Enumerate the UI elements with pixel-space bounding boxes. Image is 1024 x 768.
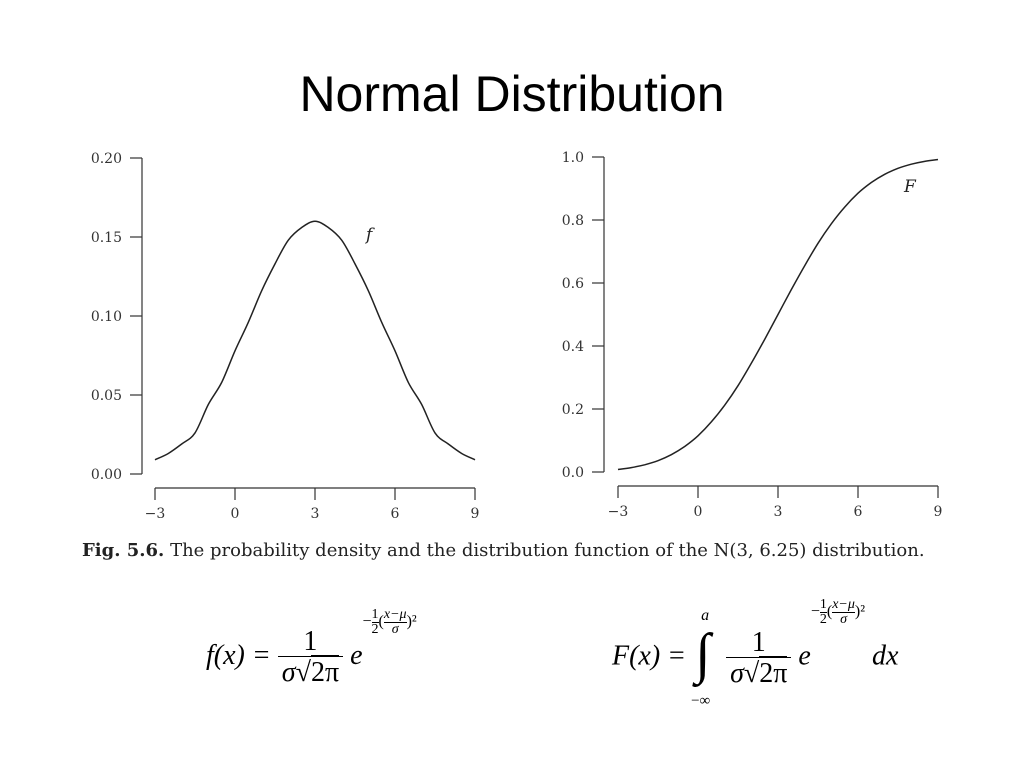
y-tick-label: 0.0 bbox=[562, 465, 584, 481]
pdf-lhs: f(x) = bbox=[206, 639, 271, 671]
series-line-f bbox=[154, 220, 476, 461]
y-tick-label: 0.15 bbox=[91, 230, 122, 246]
x-tick-label: −3 bbox=[145, 506, 166, 522]
integral-sign: a ∫ −∞ bbox=[691, 607, 711, 709]
x-tick-label: 3 bbox=[311, 506, 320, 522]
y-tick-label: 1.0 bbox=[562, 150, 584, 166]
curve-label: F bbox=[903, 177, 917, 197]
pdf-numerator: 1 bbox=[303, 626, 318, 657]
x-tick-label: 3 bbox=[774, 504, 783, 520]
cdf-chart: 0.0 0.2 0.4 0.6 0.8 1.0 −3 0 3 6 9 F bbox=[562, 150, 943, 520]
pdf-chart: 0.00 0.05 0.10 0.15 0.20 −3 0 3 6 9 f bbox=[91, 151, 480, 522]
y-tick-label: 0.05 bbox=[91, 388, 122, 404]
cdf-exponent: −1 2(x−μ σ)² bbox=[810, 597, 866, 627]
x-tick-label: 6 bbox=[854, 504, 863, 520]
caption-fig-label: Fig. 5.6. bbox=[82, 540, 165, 561]
y-tick-label: 0.00 bbox=[91, 467, 122, 483]
cdf-numerator: 1 bbox=[751, 626, 766, 658]
cdf-base-e: e bbox=[798, 640, 811, 672]
curve-label: f bbox=[364, 225, 375, 245]
cdf-denominator: σ√2π bbox=[726, 655, 792, 689]
cdf-dx: dx bbox=[872, 640, 899, 672]
pdf-formula: f(x) = 1 σ√2π e− 1 2(x−μ σ)² bbox=[206, 608, 417, 688]
y-tick-label: 0.4 bbox=[562, 339, 584, 355]
cdf-fraction: 1 σ√2π bbox=[726, 626, 792, 689]
x-tick-label: 9 bbox=[934, 504, 943, 520]
cdf-formula: F(x) = a ∫ −∞ 1 σ√2π e − 1 2(x−μ σ)² dx bbox=[612, 598, 899, 709]
caption-text: The probability density and the distribu… bbox=[170, 540, 925, 561]
charts-canvas: 0.00 0.05 0.10 0.15 0.20 −3 0 3 6 9 f 0.0 0.2 0.4 0.6… bbox=[91, 150, 943, 522]
x-tick-label: 6 bbox=[391, 506, 400, 522]
y-tick-label: 0.6 bbox=[562, 276, 584, 292]
pdf-fraction: 1 σ√2π bbox=[277, 626, 344, 688]
x-tick-label: −3 bbox=[608, 504, 629, 520]
pdf-exponent: −1 2(x−μ σ)² bbox=[362, 607, 417, 637]
pdf-base-e: e bbox=[350, 639, 363, 671]
y-tick-label: 0.8 bbox=[562, 213, 584, 229]
pdf-denominator: σ√2π bbox=[277, 655, 344, 688]
x-tick-label: 0 bbox=[694, 504, 703, 520]
figure-caption: Fig. 5.6. The probability density and th… bbox=[82, 538, 962, 564]
y-tick-label: 0.20 bbox=[91, 151, 122, 167]
series-line-F bbox=[617, 158, 939, 471]
x-tick-label: 0 bbox=[231, 506, 240, 522]
y-tick-label: 0.2 bbox=[562, 402, 584, 418]
x-tick-label: 9 bbox=[471, 506, 480, 522]
y-tick-label: 0.10 bbox=[91, 309, 122, 325]
cdf-lhs: F(x) = bbox=[612, 640, 687, 672]
slide-title: Normal Distribution bbox=[299, 66, 725, 122]
